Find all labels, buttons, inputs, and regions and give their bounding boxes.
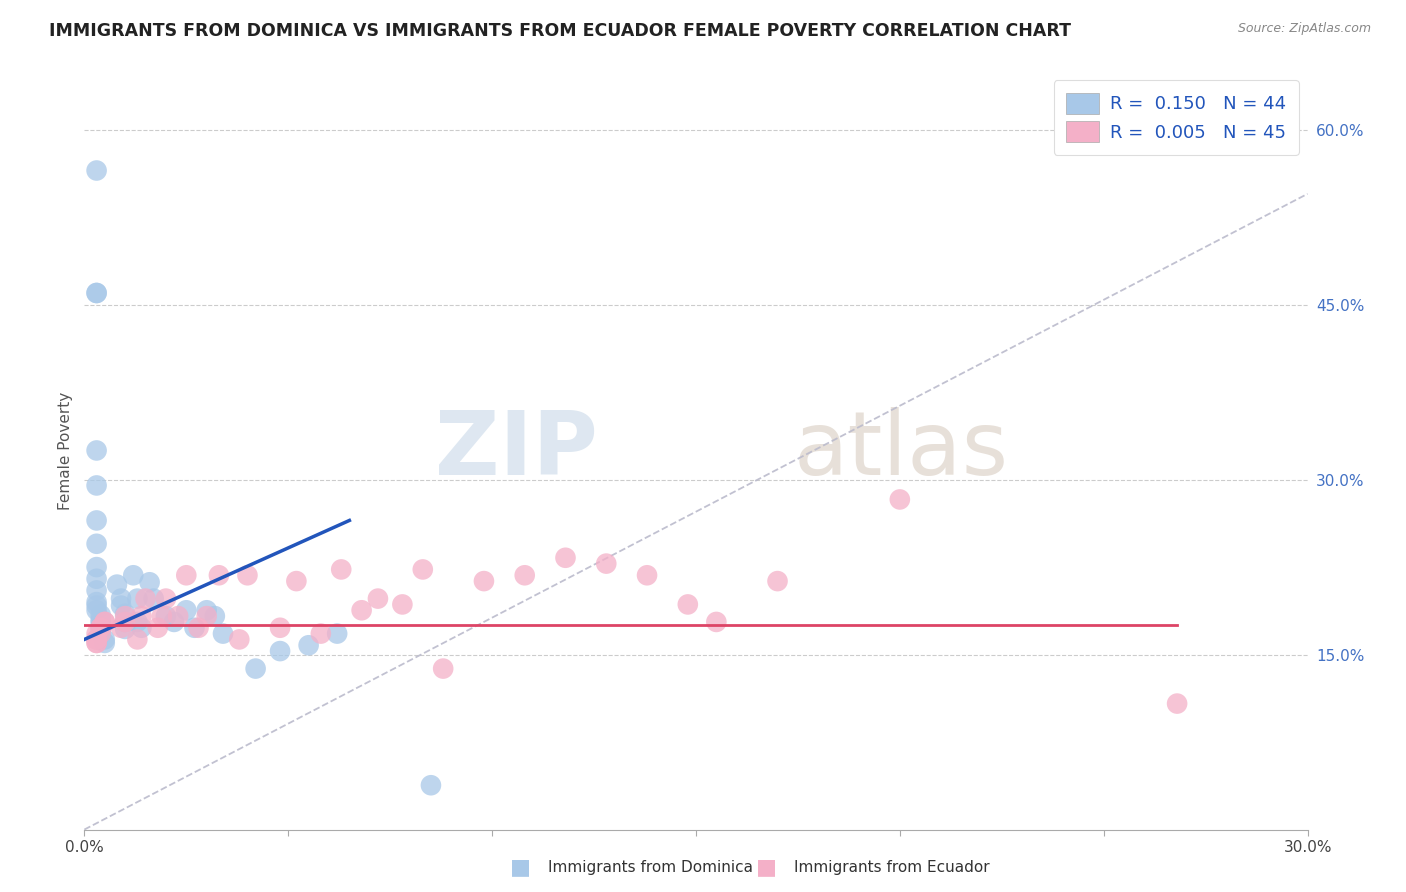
Point <box>86 632 108 647</box>
Point <box>889 492 911 507</box>
Point <box>432 662 454 676</box>
Point <box>195 609 218 624</box>
Point <box>86 632 108 647</box>
Point <box>269 644 291 658</box>
Point <box>114 607 136 621</box>
Point <box>93 615 115 629</box>
Point <box>86 478 108 492</box>
Point <box>114 615 136 629</box>
Point <box>269 621 291 635</box>
Point <box>86 537 108 551</box>
Point <box>236 568 259 582</box>
Point <box>114 609 136 624</box>
Point <box>86 285 108 300</box>
Point <box>93 632 115 647</box>
Point <box>1166 697 1188 711</box>
Point <box>513 568 536 582</box>
Point <box>86 443 108 458</box>
Point <box>150 609 173 624</box>
Point <box>90 626 112 640</box>
Text: Immigrants from Dominica: Immigrants from Dominica <box>548 860 754 874</box>
Point <box>122 568 145 582</box>
Point <box>86 285 108 300</box>
Point <box>86 626 108 640</box>
Point <box>105 577 128 591</box>
Point <box>412 562 434 576</box>
Text: Source: ZipAtlas.com: Source: ZipAtlas.com <box>1237 22 1371 36</box>
Point <box>285 574 308 588</box>
Point <box>131 609 153 624</box>
Point <box>114 622 136 636</box>
Point <box>174 568 197 582</box>
Point <box>472 574 495 588</box>
Text: IMMIGRANTS FROM DOMINICA VS IMMIGRANTS FROM ECUADOR FEMALE POVERTY CORRELATION C: IMMIGRANTS FROM DOMINICA VS IMMIGRANTS F… <box>49 22 1071 40</box>
Point <box>90 621 112 635</box>
Point <box>420 778 443 792</box>
Point <box>298 638 321 652</box>
Point <box>595 557 617 571</box>
Point <box>90 616 112 631</box>
Point <box>127 615 149 629</box>
Point <box>146 621 169 635</box>
Point <box>86 603 108 617</box>
Point <box>212 626 235 640</box>
Point <box>636 568 658 582</box>
Point <box>195 603 218 617</box>
Point <box>155 609 177 624</box>
Text: ■: ■ <box>510 857 530 877</box>
Point <box>766 574 789 588</box>
Point <box>326 626 349 640</box>
Point <box>135 591 157 606</box>
Point <box>86 583 108 598</box>
Point <box>350 603 373 617</box>
Point <box>86 560 108 574</box>
Point <box>391 598 413 612</box>
Point <box>330 562 353 576</box>
Point <box>110 591 132 606</box>
Point <box>155 591 177 606</box>
Text: ■: ■ <box>756 857 776 877</box>
Point <box>676 598 699 612</box>
Point <box>163 615 186 629</box>
Point <box>86 636 108 650</box>
Point <box>86 595 108 609</box>
Point <box>127 591 149 606</box>
Point <box>90 613 112 627</box>
Point <box>86 572 108 586</box>
Text: ZIP: ZIP <box>436 407 598 494</box>
Point <box>86 513 108 527</box>
Point <box>554 550 576 565</box>
Point <box>86 636 108 650</box>
Point <box>90 621 112 635</box>
Point <box>114 615 136 629</box>
Point <box>167 609 190 624</box>
Point <box>309 626 332 640</box>
Point <box>204 609 226 624</box>
Point <box>90 626 112 640</box>
Point <box>228 632 250 647</box>
Point <box>90 621 112 635</box>
Point <box>127 632 149 647</box>
Text: Immigrants from Ecuador: Immigrants from Ecuador <box>794 860 990 874</box>
Point <box>245 662 267 676</box>
Point <box>86 599 108 613</box>
Point <box>86 163 108 178</box>
Point <box>110 621 132 635</box>
Point <box>208 568 231 582</box>
Point <box>138 575 160 590</box>
Point <box>183 621 205 635</box>
Point <box>131 621 153 635</box>
Point <box>90 607 112 622</box>
Point <box>174 603 197 617</box>
Point <box>110 599 132 613</box>
Point <box>706 615 728 629</box>
Y-axis label: Female Poverty: Female Poverty <box>58 392 73 509</box>
Point <box>93 615 115 629</box>
Point <box>93 636 115 650</box>
Text: atlas: atlas <box>794 407 1010 494</box>
Point <box>367 591 389 606</box>
Legend: R =  0.150   N = 44, R =  0.005   N = 45: R = 0.150 N = 44, R = 0.005 N = 45 <box>1054 80 1299 154</box>
Point <box>187 621 209 635</box>
Point <box>142 591 165 606</box>
